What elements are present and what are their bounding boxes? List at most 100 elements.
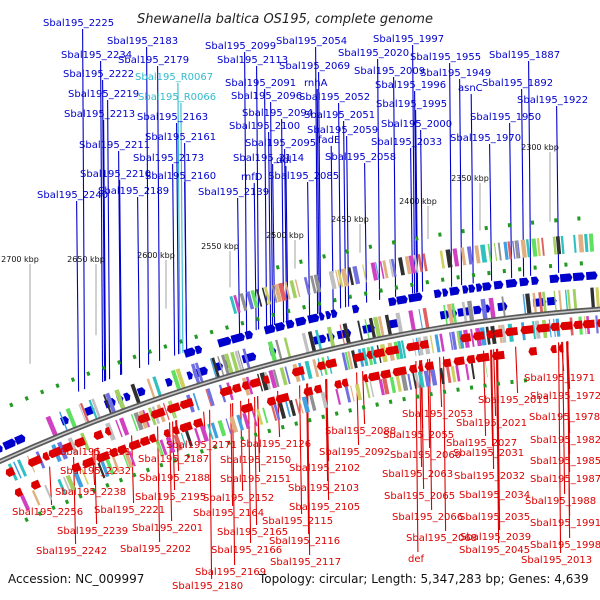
feature-block [553, 290, 557, 311]
gene-arrow [285, 319, 295, 329]
gene-arrow [193, 417, 204, 428]
tick-mark [429, 391, 433, 397]
gene-arrow [528, 346, 538, 356]
gene-arrow [559, 273, 573, 283]
reverse-gene-label: Sbal195_2115 [262, 516, 333, 527]
gene-arrow [353, 352, 365, 363]
gene-arrow [442, 358, 452, 368]
leader-line [107, 99, 111, 380]
tick-mark [145, 467, 151, 473]
leader-line [439, 357, 443, 408]
feature-block [414, 372, 420, 389]
tick-mark [388, 399, 393, 405]
feature-block [326, 326, 336, 348]
leader-line [209, 409, 213, 580]
gene-arrow [546, 296, 557, 306]
reverse-gene-label: Sbal195_2180 [172, 581, 243, 592]
feature-block [423, 370, 431, 387]
feature-block [97, 462, 106, 479]
map-title: Shewanella baltica OS195, complete genom… [137, 12, 433, 27]
reverse-gene-label: Sbal195_2015 [478, 395, 549, 406]
forward-gene-label: Sbal195_2179 [118, 55, 189, 66]
feature-block [347, 267, 355, 286]
gene-arrow [419, 339, 430, 350]
feature-block [408, 255, 416, 274]
feature-block [422, 307, 430, 329]
feature-block [445, 249, 453, 268]
feature-block [205, 389, 212, 407]
feature-block [480, 298, 488, 320]
feature-block [192, 392, 200, 411]
feature-block [88, 399, 98, 420]
gene-arrow [241, 380, 250, 391]
feature-block [377, 316, 385, 337]
reverse-gene-label: Sbal195_2103 [288, 483, 359, 494]
gene-arrow [82, 457, 95, 469]
feature-block [301, 332, 310, 353]
reverse-gene-label: Sbal195_2171 [166, 440, 237, 451]
tick-mark [147, 349, 153, 355]
reverse-gene-label: Sbal195_2039 [460, 532, 531, 543]
forward-gene-label: Sbal195_2183 [107, 36, 178, 47]
feature-block [146, 378, 156, 399]
tick-mark [91, 488, 97, 494]
tick-mark [379, 288, 383, 293]
tick-mark [410, 282, 414, 288]
gene-arrow [172, 425, 180, 435]
feature-block [382, 378, 390, 395]
forward-gene-label: Sbal195_2096 [231, 91, 302, 102]
reverse-gene-label: Sbal195_2188 [139, 473, 210, 484]
gene-arrow [366, 350, 373, 360]
leader-line [180, 102, 184, 353]
gene-arrow [439, 310, 450, 320]
leader-line [240, 400, 244, 492]
forward-gene-label: fadE [318, 135, 340, 146]
gene-arrow [2, 438, 16, 451]
feature-block [17, 459, 28, 477]
leader-line [443, 356, 447, 532]
feature-block [65, 407, 77, 428]
leader-line [562, 341, 566, 495]
gene-arrow [93, 429, 104, 440]
gene-arrow [240, 402, 254, 414]
feature-block [572, 288, 578, 310]
tick-mark [213, 444, 218, 450]
reverse-gene-label: Sbal195_2165 [217, 527, 288, 538]
gene-arrow [166, 402, 181, 414]
tick-mark [456, 275, 460, 280]
feature-block [484, 361, 488, 378]
tick-mark [294, 421, 299, 426]
gene-arrow [351, 304, 360, 314]
inner-feature-band [20, 361, 488, 511]
tick-mark [186, 453, 191, 459]
gene-arrow [520, 325, 534, 335]
feature-block [497, 242, 502, 261]
gene-arrow [491, 350, 505, 361]
feature-block [400, 340, 407, 359]
feature-block [224, 353, 234, 374]
tick-mark [240, 436, 245, 442]
forward-gene-label: Sbal195_1950 [470, 112, 541, 123]
gene-arrow [14, 434, 26, 445]
feature-block [531, 238, 538, 257]
gene-arrow [453, 356, 465, 366]
gene-arrow [396, 295, 408, 305]
feature-block [446, 303, 455, 325]
leader-line [483, 350, 487, 437]
feature-block [493, 243, 498, 262]
feature-block [81, 469, 89, 485]
gene-arrow [486, 330, 494, 339]
feature-block [532, 321, 536, 340]
scale-label: 2550 kbp [201, 242, 239, 251]
leader-line [272, 163, 276, 326]
forward-gene-label: Sbal195_2114 [233, 153, 304, 164]
leader-line [172, 163, 176, 356]
feature-block [155, 441, 163, 457]
forward-gene-label: Sbal195_2009 [354, 66, 425, 77]
feature-block [538, 292, 544, 313]
gene-arrow [186, 371, 193, 380]
inner-ticks [24, 378, 528, 523]
feature-block [246, 291, 255, 310]
forward-gene-label: Sbal195_1995 [376, 99, 447, 110]
leader-line [102, 79, 106, 382]
